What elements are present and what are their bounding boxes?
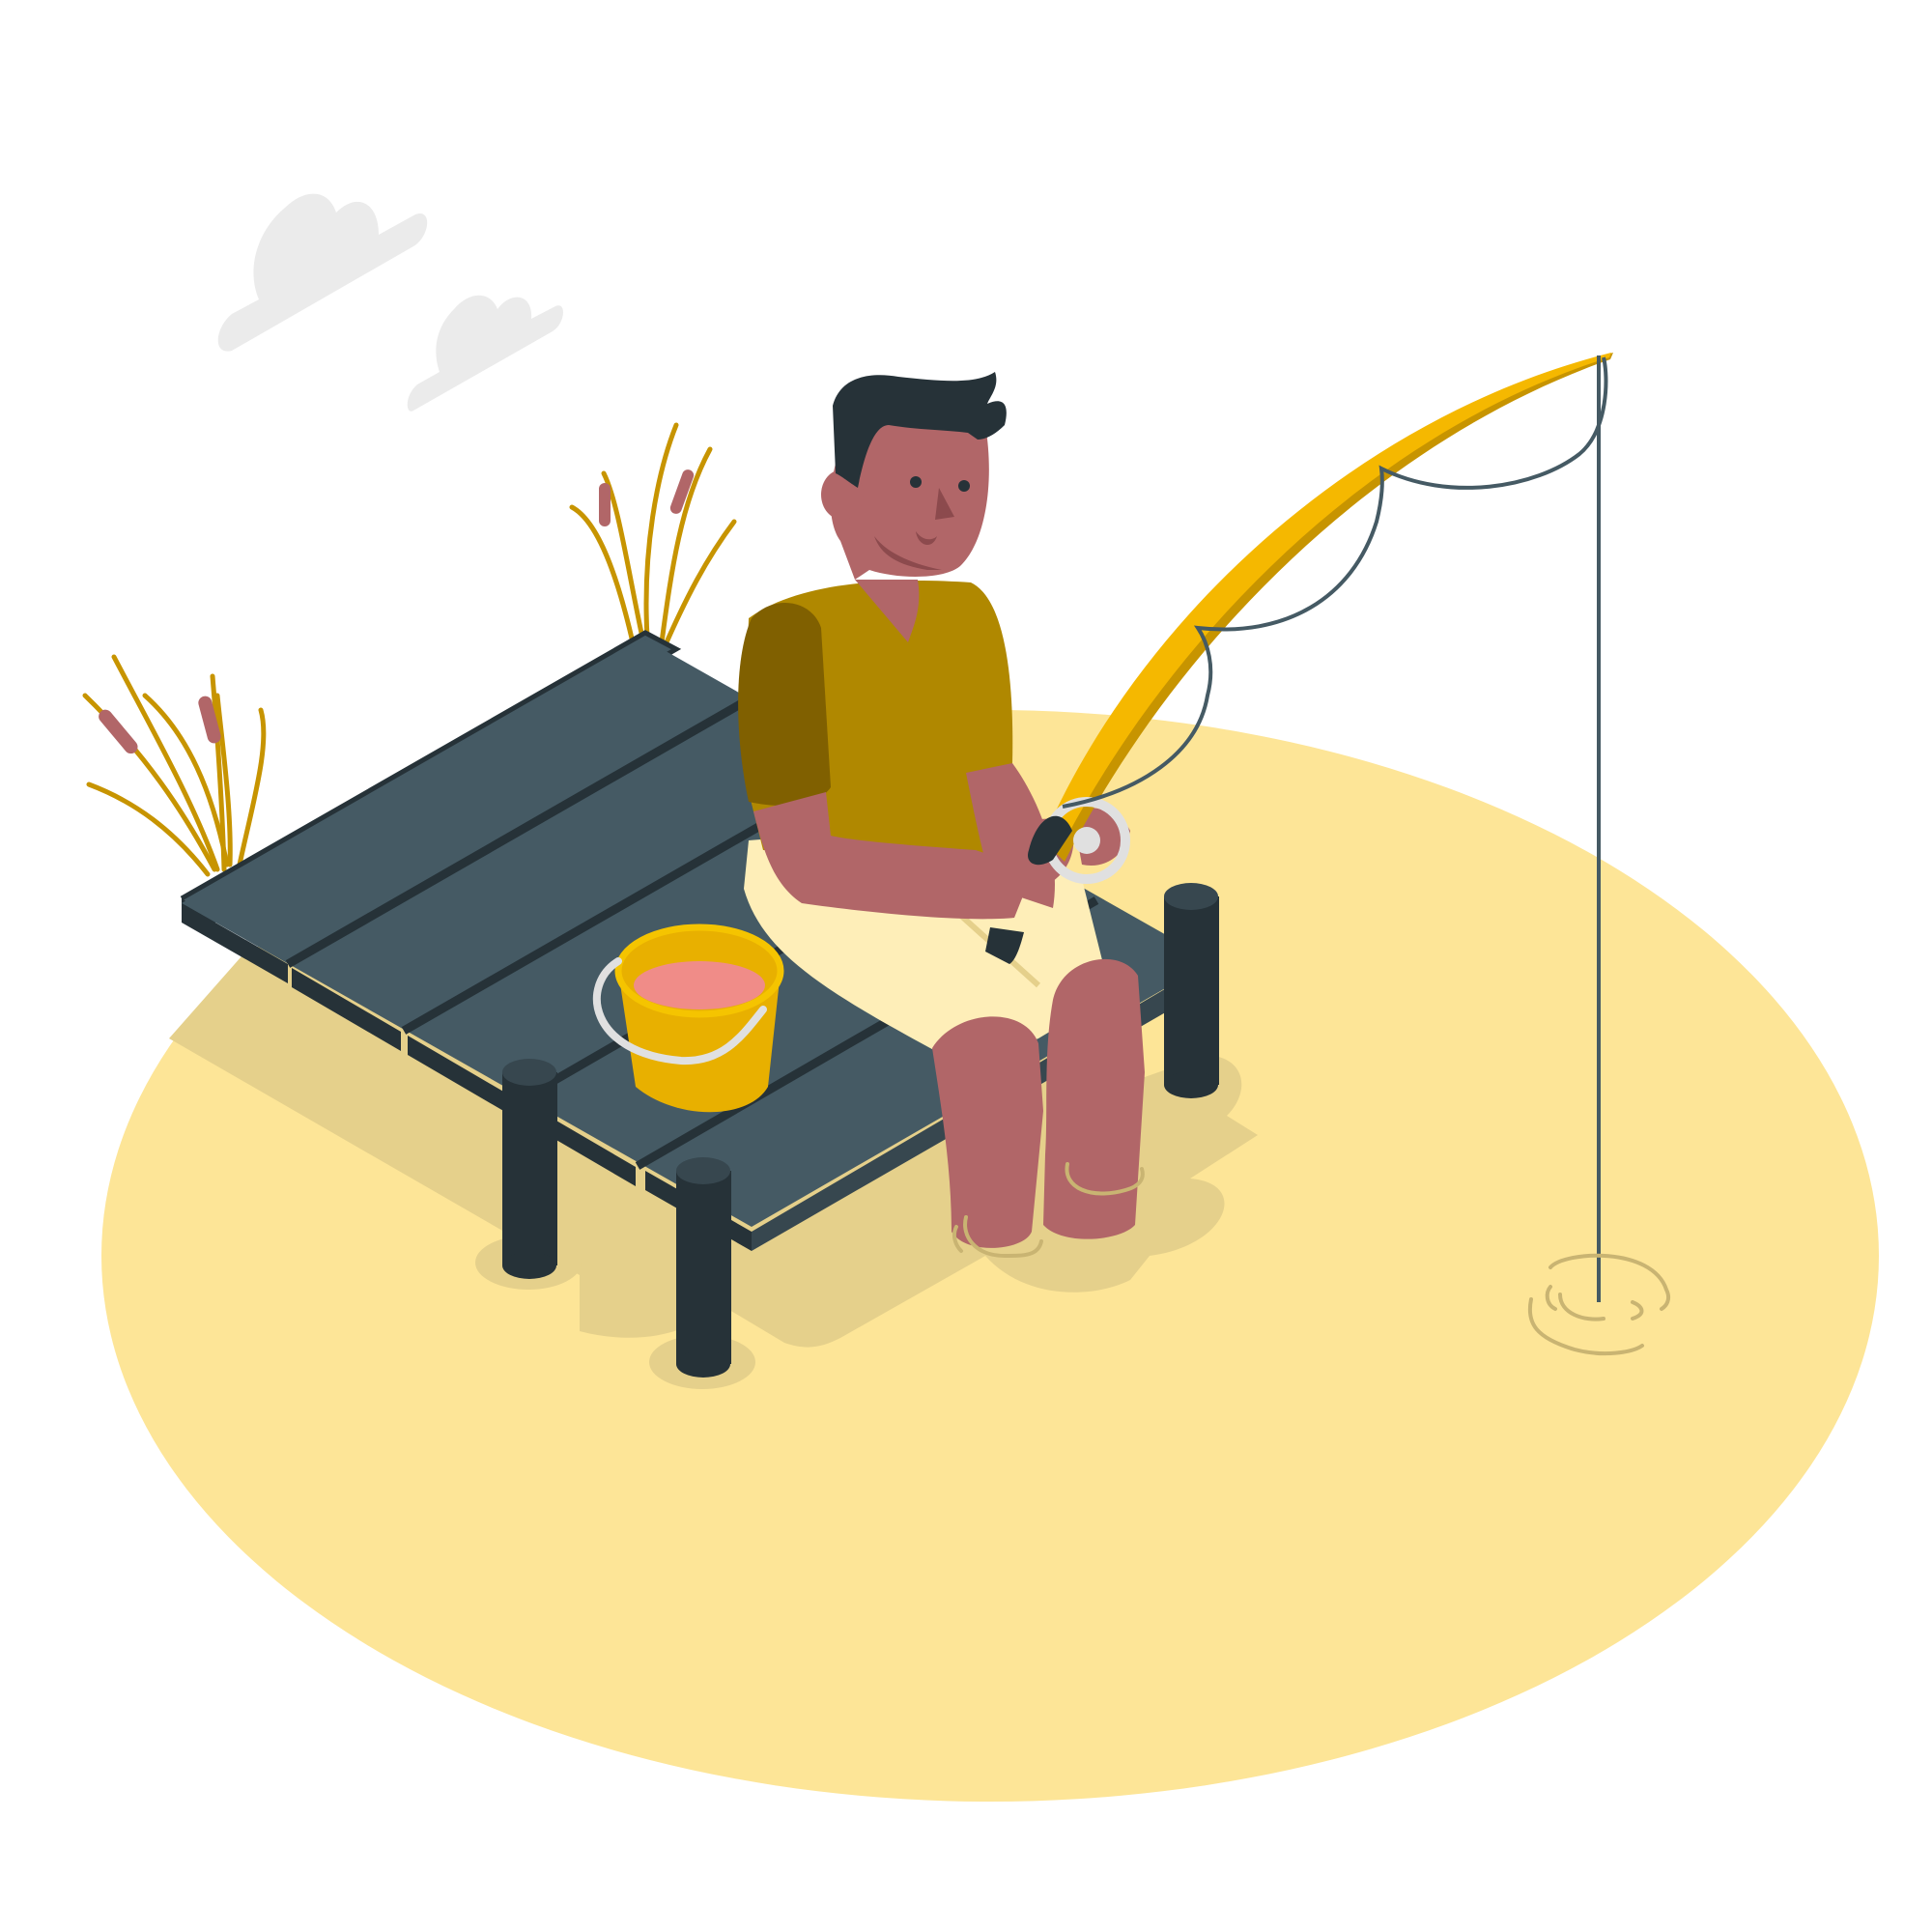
cloud [218, 194, 427, 352]
dock-post [676, 1157, 731, 1378]
dock-post [1164, 883, 1219, 1098]
cloud [408, 296, 563, 412]
reeds-left [85, 657, 264, 874]
sleeve [738, 603, 831, 806]
leg [1043, 959, 1145, 1239]
reeds-back [572, 425, 734, 642]
bucket-water [634, 961, 765, 1009]
eye [958, 480, 970, 492]
dock-post [502, 1059, 557, 1279]
eye [910, 476, 922, 488]
